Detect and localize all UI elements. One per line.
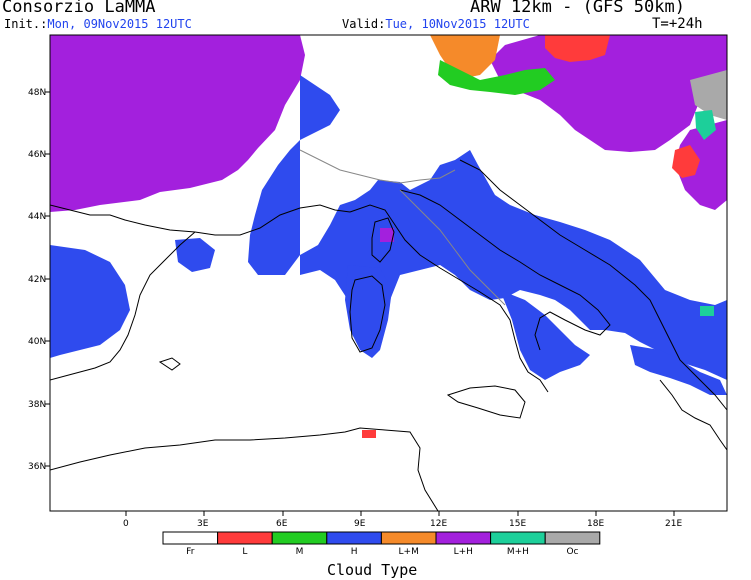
cloud-area-oc-ne bbox=[690, 70, 727, 120]
legend-label-oc: Oc bbox=[566, 547, 578, 557]
legend-label-l-m: L+M bbox=[399, 547, 419, 557]
legend-swatch-h bbox=[326, 531, 382, 545]
cloud-area-h-west-patch bbox=[175, 238, 215, 272]
coast-italy-east bbox=[399, 189, 611, 351]
legend-label-fr: Fr bbox=[186, 547, 195, 557]
lat-label-40: 40N bbox=[28, 337, 46, 347]
init-label: Init.: bbox=[4, 17, 48, 31]
cloud-area-lm-north bbox=[430, 35, 500, 78]
coast-corsica bbox=[371, 217, 395, 263]
lon-label-21e: 21E bbox=[665, 519, 682, 529]
legend-label-m: M bbox=[296, 547, 304, 557]
cloud-area-l-ne bbox=[672, 145, 700, 178]
cloud-area-lh-west bbox=[50, 35, 305, 212]
legend-title: Cloud Type bbox=[327, 561, 418, 579]
legend-label-h: H bbox=[351, 547, 358, 557]
cloud-area-l-tunisia bbox=[362, 430, 376, 438]
lat-label-46: 46N bbox=[28, 150, 46, 160]
lon-axis: 0 3E 6E 9E 12E 15E 18E 21E bbox=[123, 511, 682, 529]
cloud-area-mh-small bbox=[700, 306, 714, 316]
cloud-fields bbox=[50, 35, 727, 438]
lon-label-18e: 18E bbox=[587, 519, 604, 529]
lat-label-36: 36N bbox=[28, 462, 46, 472]
legend-swatch-l bbox=[217, 531, 273, 545]
valid-value: Tue, 10Nov2015 12UTC bbox=[385, 17, 530, 31]
legend-swatch-fr bbox=[162, 531, 219, 545]
legend-bar: Fr L M H L+M L+H M+H Oc bbox=[162, 531, 601, 557]
lon-label-9e: 9E bbox=[354, 519, 366, 529]
legend-label-m-h: M+H bbox=[507, 547, 529, 557]
cloud-area-lh-east2 bbox=[675, 120, 727, 210]
coast-adriatic-east bbox=[459, 159, 727, 411]
lon-label-6e: 6E bbox=[276, 519, 288, 529]
cloud-area-h-iberia bbox=[50, 245, 130, 358]
coastlines bbox=[50, 159, 727, 511]
coast-spain-east bbox=[50, 231, 196, 381]
org-title: Consorzio LaMMA bbox=[2, 0, 156, 17]
cloud-area-m-north bbox=[438, 60, 555, 95]
coast-italy-west bbox=[349, 204, 549, 393]
init-value: Mon, 09Nov2015 12UTC bbox=[47, 17, 192, 31]
border-italy-regions bbox=[399, 189, 506, 306]
coast-north-africa bbox=[50, 427, 439, 511]
lat-label-48: 48N bbox=[28, 88, 46, 98]
country-borders bbox=[299, 149, 506, 306]
lon-label-3e: 3E bbox=[197, 519, 209, 529]
legend-swatch-oc bbox=[544, 531, 601, 545]
lon-label-12e: 12E bbox=[430, 519, 447, 529]
model-title: ARW 12km - (GFS 50km) bbox=[470, 0, 685, 17]
coast-balearics bbox=[158, 357, 181, 371]
cloud-area-l-north bbox=[545, 35, 610, 62]
lat-label-42: 42N bbox=[28, 275, 46, 285]
legend-swatch-l-h bbox=[435, 531, 492, 545]
cloud-area-lh-corsica bbox=[380, 228, 394, 242]
cloud-area-mh-ne bbox=[695, 110, 716, 140]
border-alps bbox=[299, 149, 456, 184]
lat-label-44: 44N bbox=[28, 212, 46, 222]
init-line: Init.:Mon, 09Nov2015 12UTC bbox=[4, 18, 192, 30]
cloud-area-h-sardinia bbox=[345, 265, 392, 358]
legend-swatch-l-m bbox=[380, 531, 437, 545]
valid-label: Valid: bbox=[342, 17, 386, 31]
lat-label-38: 38N bbox=[28, 400, 46, 410]
lead-time: T=+24h bbox=[652, 16, 703, 32]
coast-sicily bbox=[446, 385, 526, 419]
cloud-area-h-south bbox=[500, 290, 590, 380]
lon-label-15e: 15E bbox=[509, 519, 526, 529]
valid-line: Valid:Tue, 10Nov2015 12UTC bbox=[342, 18, 530, 30]
cloud-area-lh-east bbox=[490, 35, 727, 152]
legend-label-l: L bbox=[242, 547, 247, 557]
coast-sardinia bbox=[349, 275, 386, 353]
map-frame bbox=[49, 34, 728, 512]
coast-greece bbox=[659, 379, 727, 451]
coast-iberia-france bbox=[50, 204, 351, 236]
lat-axis: 48N 46N 44N 42N 40N 38N 36N bbox=[28, 88, 50, 472]
legend-swatch-m bbox=[271, 531, 328, 545]
lon-label-0: 0 bbox=[123, 519, 129, 529]
legend-swatch-m-h bbox=[490, 531, 546, 545]
legend-label-l-h: L+H bbox=[454, 547, 473, 557]
